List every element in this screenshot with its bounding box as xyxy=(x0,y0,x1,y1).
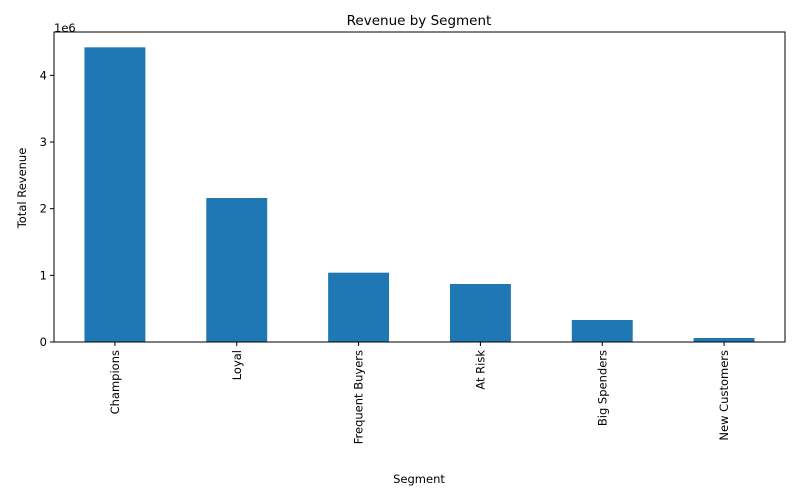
bar-frequent-buyers xyxy=(328,272,390,342)
bar-new-customers xyxy=(693,338,755,342)
chart-title: Revenue by Segment xyxy=(347,13,492,29)
plot-frame xyxy=(53,31,786,343)
y-tick-label: 1 xyxy=(40,268,47,282)
x-tick-label: Loyal xyxy=(230,350,244,380)
y-axis-offset-label: 1e6 xyxy=(54,21,76,35)
bar-at-risk xyxy=(449,284,511,342)
x-tick-label: Big Spenders xyxy=(595,350,609,426)
bars-group xyxy=(84,47,755,342)
bar-champions xyxy=(84,47,146,342)
x-tick-label: At Risk xyxy=(473,350,487,390)
bar-big-spenders xyxy=(571,320,633,342)
y-axis-ticks: 0 1 2 3 4 xyxy=(40,68,54,349)
y-tick-label: 2 xyxy=(40,202,47,216)
x-axis-ticks: Champions Loyal Frequent Buyers At Risk Big … xyxy=(108,342,731,444)
y-tick-label: 3 xyxy=(40,135,47,149)
y-tick-label: 0 xyxy=(40,335,47,349)
y-axis-label: Total Revenue xyxy=(15,148,29,230)
x-tick-label: New Customers xyxy=(717,350,731,441)
bar-loyal xyxy=(206,198,268,342)
x-tick-label: Frequent Buyers xyxy=(352,350,366,444)
y-tick-label: 4 xyxy=(40,68,47,82)
x-tick-label: Champions xyxy=(108,350,122,414)
x-axis-label: Segment xyxy=(393,472,445,486)
